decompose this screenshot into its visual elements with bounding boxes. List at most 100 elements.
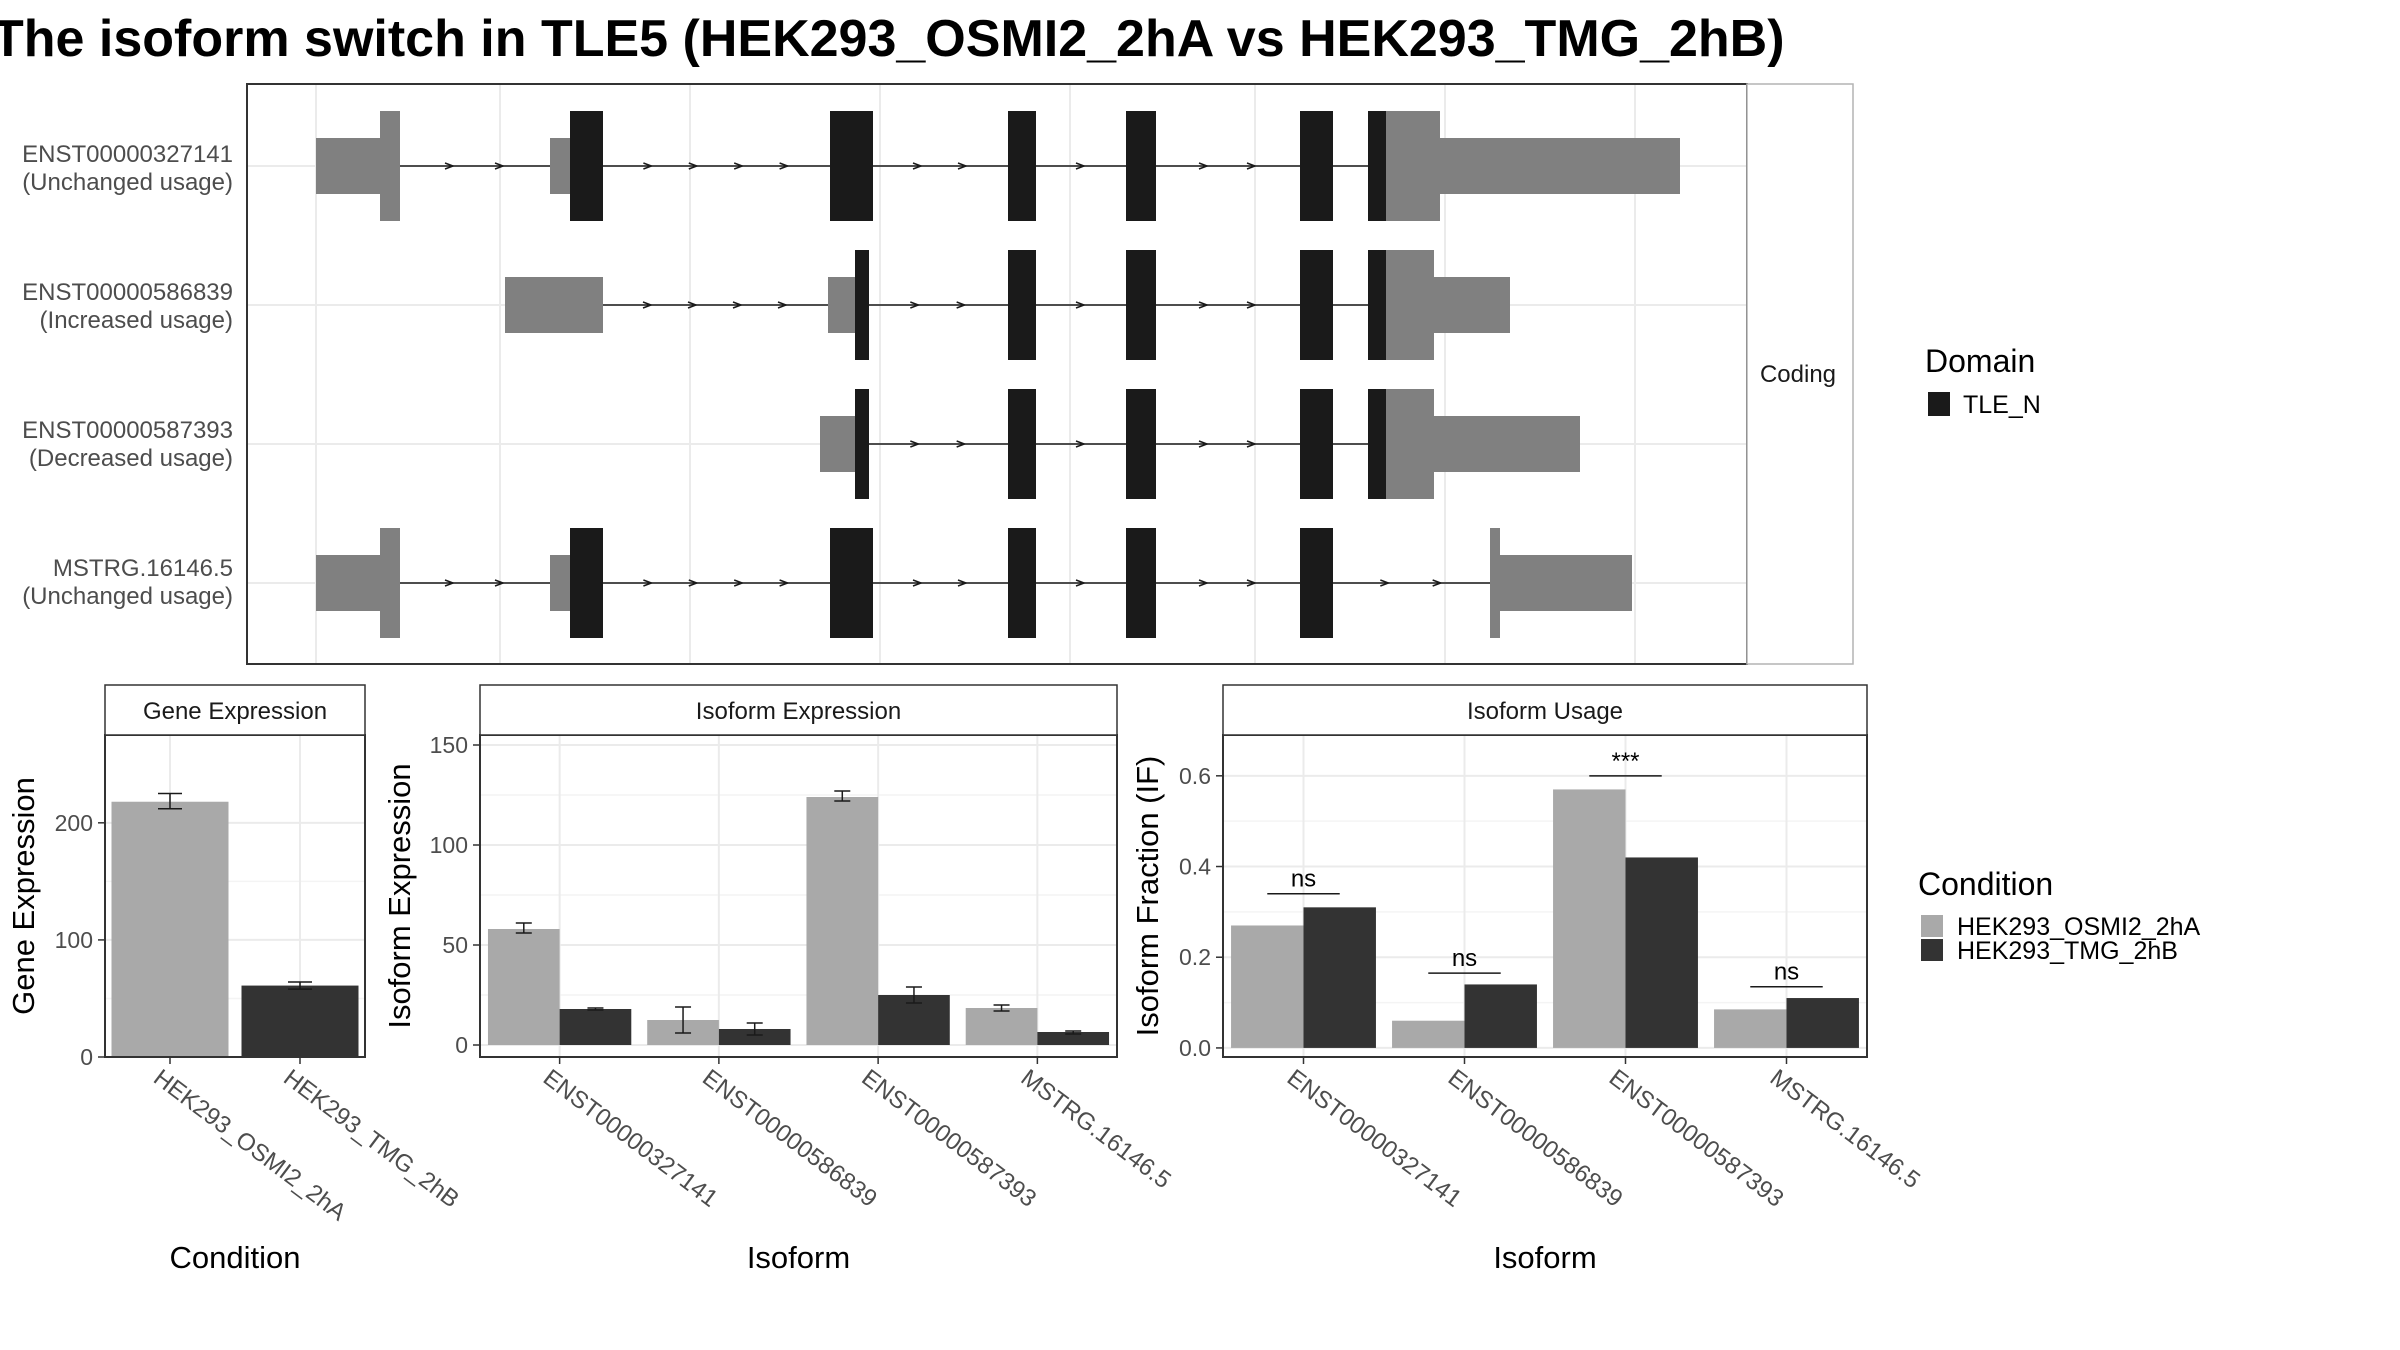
utr-exon (380, 528, 400, 638)
panel-strip-title: Isoform Expression (696, 698, 901, 725)
coding-exon (1368, 389, 1386, 499)
coding-exon (1008, 111, 1036, 221)
domain-legend: Domain TLE_N (1925, 343, 2041, 419)
coding-exon (1300, 528, 1333, 638)
utr-exon (1434, 277, 1510, 333)
coding-exon (1008, 250, 1036, 360)
intron-arrow (957, 579, 969, 587)
panel-strip (104, 684, 366, 736)
intron-arrow (494, 579, 506, 587)
utr-exon (505, 277, 603, 333)
domain-legend-title: Domain (1925, 343, 2035, 379)
bar (241, 985, 359, 1057)
bar (111, 801, 229, 1057)
isoform-label-id: ENST00000327141 (22, 141, 233, 168)
utr-exon (828, 277, 855, 333)
panel-background (480, 735, 1117, 1057)
x-tick-label: ENST00000587393 (857, 1064, 1042, 1212)
isoform-label-usage: (Unchanged usage) (22, 169, 233, 196)
intron-arrow (912, 579, 924, 587)
utr-exon (1490, 528, 1500, 638)
intron-arrow (1075, 301, 1087, 309)
significance-label: ns (1452, 945, 1477, 972)
coding-exon (855, 389, 869, 499)
intron-arrow (733, 579, 745, 587)
isoform-label-id: ENST00000587393 (22, 417, 233, 444)
condition-legend-entry: HEK293_OSMI2_2hA (1957, 913, 2201, 941)
y-axis-title: Isoform Expression (382, 763, 417, 1028)
x-tick-label: MSTRG.16146.5 (1016, 1064, 1176, 1194)
significance-label: ns (1291, 866, 1316, 893)
intron-arrow (1246, 301, 1258, 309)
intron-arrow (1198, 440, 1210, 448)
x-axis-title: Isoform (1493, 1240, 1596, 1275)
bar (1303, 907, 1376, 1048)
bar (806, 797, 879, 1045)
isoform-label-usage: (Decreased usage) (29, 445, 233, 472)
y-axis-title: Isoform Fraction (IF) (1130, 756, 1165, 1037)
coding-exon (1300, 111, 1333, 221)
y-tick-label: 0 (80, 1044, 93, 1070)
coding-strip (1746, 83, 1854, 665)
coding-exon (1126, 250, 1156, 360)
bar-chart-panels: Gene Expression0100200HEK293_OSMI2_2hAHE… (6, 684, 1925, 1275)
y-tick-label: 0 (455, 1032, 468, 1058)
intron-arrow (688, 579, 699, 587)
x-tick-label: ENST00000327141 (538, 1064, 723, 1212)
intron-arrow (912, 162, 924, 170)
coding-exon (1126, 389, 1156, 499)
condition-legend-swatch-b (1921, 939, 1943, 961)
condition-legend-entry: HEK293_TMG_2hB (1957, 937, 2178, 965)
y-tick-label: 50 (442, 932, 468, 958)
bar (1392, 1020, 1465, 1048)
intron-arrow (1198, 162, 1210, 170)
intron-arrow (777, 301, 789, 309)
y-tick-label: 0.2 (1179, 944, 1211, 970)
intron-arrow (779, 579, 790, 587)
bar (1553, 789, 1626, 1048)
x-tick-label: ENST00000327141 (1282, 1064, 1467, 1212)
intron-arrow (957, 162, 969, 170)
coding-exon (1368, 111, 1386, 221)
utr-exon (550, 555, 570, 611)
structure-panel: Coding ENST00000327141 (Unchanged usage)… (22, 83, 1854, 665)
intron-arrow (643, 162, 654, 170)
intron-arrow (1075, 440, 1087, 448)
intron-arrow (1380, 579, 1391, 587)
panel-strip (1222, 684, 1868, 736)
condition-legend-title: Condition (1918, 866, 2053, 902)
intron-arrow (643, 579, 654, 587)
x-tick-label: ENST00000586839 (697, 1064, 882, 1212)
utr-exon (550, 138, 570, 194)
coding-exon (1126, 111, 1156, 221)
coding-exon (570, 528, 603, 638)
intron-arrow (688, 162, 699, 170)
y-tick-label: 0.6 (1179, 763, 1211, 789)
isoform-label-id: ENST00000586839 (22, 279, 233, 306)
intron-arrow (1198, 301, 1210, 309)
y-tick-label: 200 (55, 810, 93, 836)
bar (1464, 984, 1537, 1048)
utr-exon (1386, 389, 1434, 499)
bar (1714, 1009, 1787, 1048)
significance-label: ns (1774, 959, 1799, 986)
intron-arrow (444, 579, 456, 587)
intron-arrow (1246, 440, 1258, 448)
intron-arrow (1075, 579, 1087, 587)
coding-exon (1300, 250, 1333, 360)
panel-strip-title: Isoform Usage (1467, 698, 1623, 725)
bar (1786, 998, 1859, 1048)
isoform-label-id: MSTRG.16146.5 (53, 555, 233, 582)
coding-exon (1300, 389, 1333, 499)
x-tick-label: ENST00000587393 (1604, 1064, 1789, 1212)
intron-arrow (494, 162, 506, 170)
transcript-model (316, 111, 1680, 221)
domain-legend-swatch (1928, 392, 1950, 416)
isoform-label-usage: (Unchanged usage) (22, 583, 233, 610)
intron-arrow (444, 162, 456, 170)
coding-exon (570, 111, 603, 221)
intron-arrow (1432, 579, 1443, 587)
intron-arrow (1246, 579, 1258, 587)
utr-exon (380, 111, 400, 221)
